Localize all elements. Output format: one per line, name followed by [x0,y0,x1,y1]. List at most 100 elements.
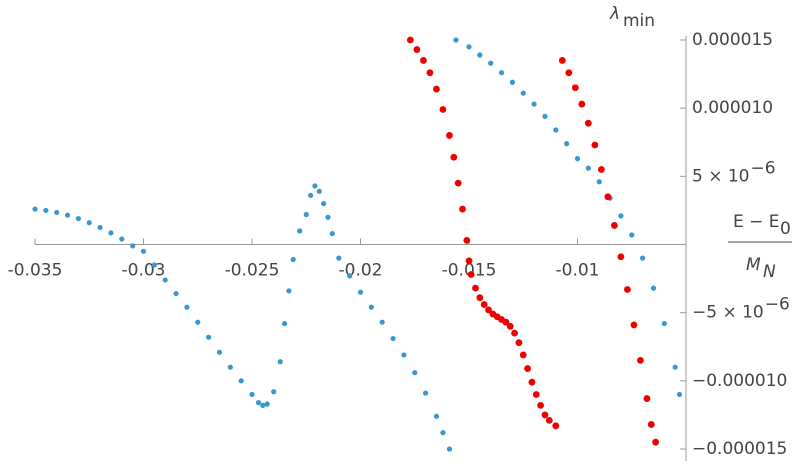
point [206,334,212,340]
point [255,400,262,406]
point [574,156,581,162]
point [238,378,244,384]
point [459,205,466,213]
point [502,318,510,326]
point [610,222,618,229]
point [591,141,599,149]
point [515,339,523,347]
point [647,421,655,428]
y-tick-label: 0.000010 [692,98,773,118]
point [151,262,157,268]
point [407,36,414,44]
point [249,391,255,398]
point [545,416,553,424]
point [629,232,635,238]
y-tick-exponent: −6 [765,295,790,315]
point [307,192,314,199]
point [173,290,179,297]
x-tick-label: -0.02 [339,261,383,281]
point [413,46,421,53]
point [488,60,494,66]
point [617,253,625,261]
point [652,438,660,446]
x-axis-label-denominator-sub: N [763,262,776,282]
point [426,69,434,77]
point [640,255,646,261]
y-axis-label-sub: min [623,11,655,31]
point [227,364,233,370]
point [119,236,125,242]
y-tick-label: 5 × 10 [692,166,750,186]
point [524,365,531,372]
point [439,106,447,113]
point [433,85,440,93]
x-tick-label: -0.03 [122,261,166,281]
point [537,401,545,409]
x-axis-label-numerator: E − E [733,212,780,232]
point [43,207,49,214]
point [624,286,631,293]
point [506,322,514,330]
point [184,304,190,310]
point [528,378,536,386]
point [329,230,335,237]
y-tick-exponent: −6 [751,158,776,178]
point [584,119,592,127]
point [467,271,475,278]
point [541,411,549,419]
point [466,44,472,50]
point [216,349,223,355]
point [316,188,322,194]
point [423,390,429,396]
point [531,101,537,107]
y-tick-label: −0.000010 [692,371,787,391]
point [412,370,418,376]
point [390,335,396,342]
point [604,193,612,201]
point [368,304,374,310]
point [140,248,147,254]
point [303,211,309,218]
point [476,294,484,302]
point [264,401,270,407]
point [558,57,566,64]
point [271,389,277,395]
point [260,402,266,408]
point [297,228,303,234]
y-tick-label: −5 × 10 [692,303,764,323]
point [618,213,624,219]
point [446,132,453,139]
point [552,422,560,430]
point [446,446,453,452]
x-tick-label: -0.025 [225,261,280,281]
point [532,391,540,398]
point [453,37,459,43]
y-tick-label: −0.000015 [692,439,787,459]
point [565,69,573,77]
point [130,243,136,249]
point [661,320,667,327]
y-axis-label: λ [609,4,620,24]
point [32,206,38,212]
point [472,284,479,292]
point [401,352,407,358]
point [450,153,458,161]
point [672,364,678,370]
point [511,329,518,337]
point [440,430,446,436]
point [519,351,527,359]
point [596,179,602,185]
point [676,391,683,398]
point [277,359,283,365]
point [312,183,318,189]
point [597,166,605,173]
point [162,277,168,283]
point [509,79,515,85]
point [75,215,81,222]
point [480,301,488,308]
point [195,319,201,325]
point [286,288,292,294]
point [578,100,586,108]
